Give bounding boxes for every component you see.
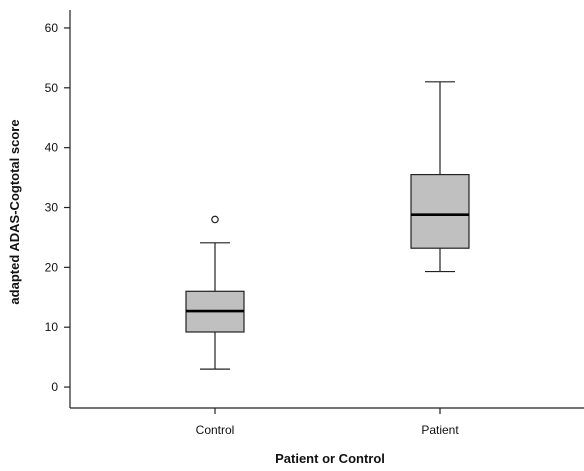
y-tick-label: 40	[45, 141, 59, 155]
y-tick-label: 30	[45, 201, 59, 215]
axes	[69, 10, 584, 409]
y-tick-label: 50	[45, 81, 59, 95]
box-control	[185, 215, 245, 370]
y-tick-label: 20	[45, 260, 59, 274]
box-patient	[410, 81, 470, 273]
x-axis-title: Patient or Control	[275, 451, 385, 466]
y-tick-label: 60	[45, 21, 59, 35]
outlier-point-control	[211, 215, 219, 224]
iqr-box-patient	[410, 173, 470, 249]
y-tick-label: 0	[51, 380, 58, 394]
y-axis-title: adapted ADAS-Cogtotal score	[7, 119, 22, 304]
y-tick-label: 10	[45, 320, 59, 334]
x-tick-label-control: Control	[196, 423, 235, 437]
x-ticks: Control Patient	[196, 408, 459, 437]
y-ticks: 0 10 20 30 40 50 60	[45, 21, 70, 394]
x-tick-label-patient: Patient	[421, 423, 459, 437]
boxes	[185, 81, 470, 370]
